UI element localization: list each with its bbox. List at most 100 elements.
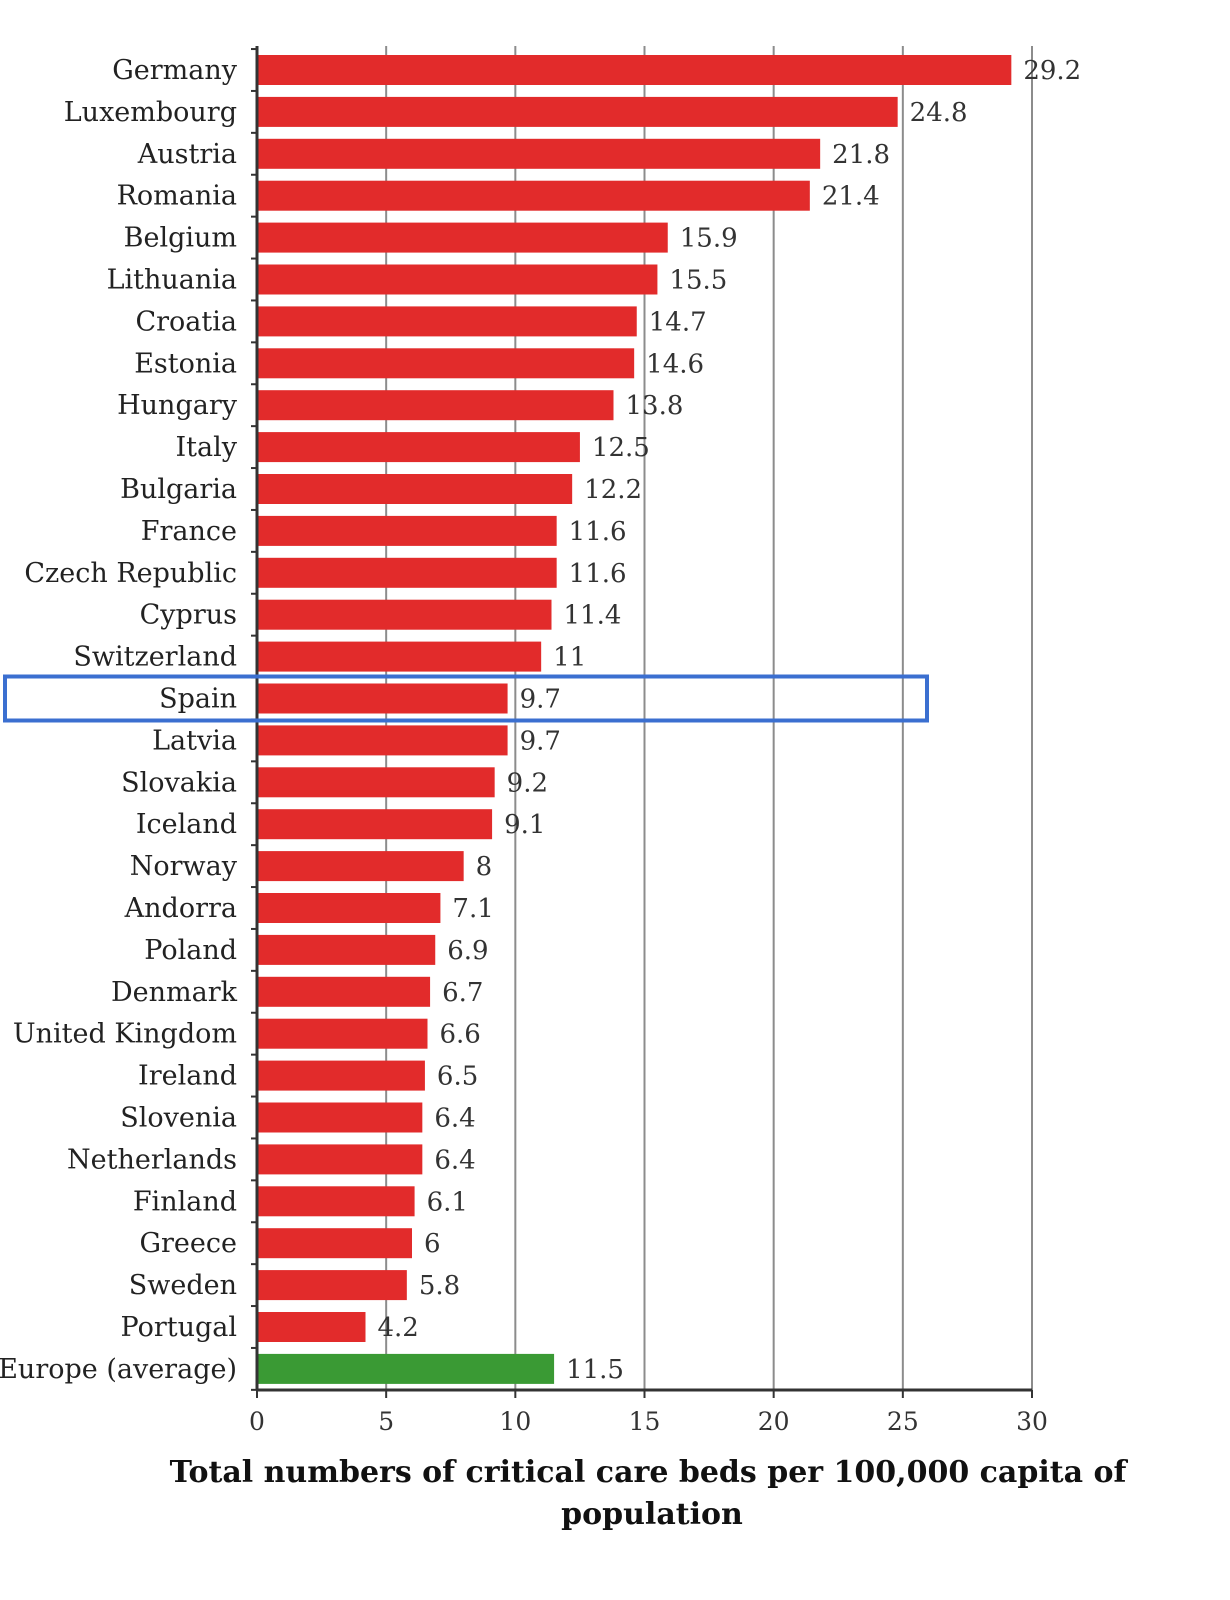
value-label: 6.7 [442,978,483,1008]
category-label: Hungary [117,390,238,421]
category-label: Ireland [138,1061,237,1092]
bar [257,138,821,169]
value-label: 14.7 [649,307,707,337]
category-labels: Germany Luxembourg Austria Romania Belgium Li… [0,55,238,1385]
category-label: Netherlands [67,1144,237,1175]
x-tick-label: 10 [499,1407,531,1436]
value-label: 6.9 [447,936,488,966]
category-label: Norway [130,851,238,882]
category-label: Estonia [134,348,237,379]
bars [257,55,1012,1384]
bar [257,264,658,295]
bar [257,1353,555,1384]
category-label: Germany [112,55,238,86]
bar [257,725,508,756]
value-label: 6.5 [437,1062,478,1092]
category-label: Croatia [135,306,237,337]
bar [257,557,557,588]
bar [257,348,635,379]
bar [257,1270,407,1301]
value-label: 11.5 [566,1355,624,1385]
value-label: 24.8 [910,98,968,128]
axes [251,46,1033,1398]
value-label: 4.2 [378,1313,419,1343]
category-label: Luxembourg [64,97,237,128]
x-tick-label: 0 [249,1407,265,1436]
value-label: 12.2 [584,475,642,505]
bar [257,306,637,337]
value-label: 9.1 [504,810,545,840]
bar [257,432,580,463]
value-label: 9.7 [520,726,561,756]
x-tick-label: 15 [629,1407,661,1436]
category-label: France [141,516,237,547]
x-tick-label: 20 [758,1407,790,1436]
bar [257,1060,425,1091]
value-label: 6 [424,1229,441,1259]
category-label: Greece [139,1228,237,1259]
x-tick-label: 30 [1016,1407,1048,1436]
bar [257,55,1012,85]
category-label: Portugal [121,1312,238,1343]
value-label: 11.4 [564,601,622,631]
value-label: 8 [476,852,493,882]
bar [257,1228,412,1259]
category-label: Lithuania [107,265,237,296]
value-label: 12.5 [592,433,650,463]
bar [257,1018,428,1049]
category-label: Slovakia [121,767,237,798]
value-label: 6.6 [440,1020,481,1050]
bar [257,1102,423,1133]
category-label: Romania [117,181,237,212]
value-label: 5.8 [419,1271,460,1301]
value-label: 21.4 [822,182,880,212]
value-label: 11.6 [569,559,627,589]
bar [257,976,431,1007]
category-label: Cyprus [140,600,237,631]
bar [257,180,810,211]
bar [257,767,495,798]
value-label: 7.1 [452,894,493,924]
x-axis-title-line2: population [561,1497,743,1532]
bar [257,599,552,630]
bar [257,851,464,882]
category-label: Sweden [129,1270,237,1301]
bar [257,1312,366,1342]
category-label: Switzerland [73,642,237,673]
value-label: 21.8 [832,140,890,170]
bar [257,1186,415,1217]
bar [257,222,668,253]
value-label: 13.8 [626,391,684,421]
category-label: Denmark [111,977,238,1008]
value-label: 9.7 [520,685,561,715]
bar [257,893,441,923]
category-label: Spain [159,684,237,715]
category-label: Latvia [152,725,237,756]
bar [257,809,493,840]
category-label: Belgium [124,223,237,254]
bar [257,641,542,672]
category-label: United Kingdom [13,1019,237,1050]
value-label: 6.4 [434,1104,475,1134]
bar [257,390,614,421]
bar [257,474,573,504]
category-label: Bulgaria [120,474,237,505]
value-label: 9.2 [507,768,548,798]
value-label: 15.9 [680,224,738,254]
highlight-box [3,674,929,723]
category-label: Slovenia [120,1103,237,1134]
bar [257,1144,423,1175]
bar [257,683,508,714]
value-label: 6.4 [434,1145,475,1175]
x-axis-title-line1: Total numbers of critical care beds per … [170,1455,1129,1490]
value-label: 15.5 [669,266,727,296]
category-label: Austria [137,139,237,170]
value-label: 29.2 [1023,56,1081,86]
x-tick-label: 25 [887,1407,919,1436]
bar [257,515,557,546]
bar [257,934,436,965]
category-label: Andorra [124,893,237,924]
value-label: 6.1 [427,1187,468,1217]
